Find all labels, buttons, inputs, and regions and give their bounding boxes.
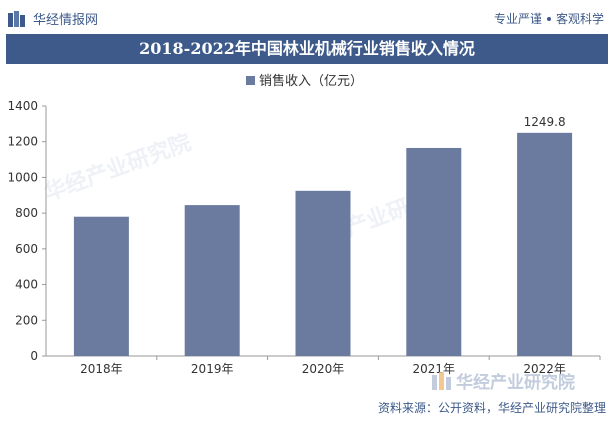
y-tick-label: 600: [15, 242, 38, 256]
source-note: 资料来源：公开资料，华经产业研究院整理: [377, 401, 606, 415]
y-tick-label: 200: [15, 313, 38, 327]
legend-label: 销售收入（亿元）: [259, 73, 363, 89]
watermark: 华经产业研究院: [432, 368, 575, 393]
slogan: 专业严谨 客观科学: [494, 10, 604, 27]
y-tick-label: 1200: [7, 135, 38, 149]
legend-swatch: [246, 76, 255, 85]
watermark-logo-icon: [432, 371, 451, 390]
x-tick-label: 2022年: [523, 362, 566, 376]
slogan-dot-icon: [546, 16, 551, 21]
x-tick-label: 2020年: [302, 362, 345, 376]
bar: [406, 147, 462, 356]
x-tick-label: 2018年: [80, 362, 123, 376]
brand-logo-icon: [8, 10, 25, 27]
bar: [73, 216, 129, 356]
slogan-left: 专业严谨: [493, 12, 542, 26]
page-header: 华经情报网 专业严谨 客观科学: [0, 0, 614, 34]
y-tick-label: 800: [15, 206, 38, 220]
x-tick-label: 2019年: [191, 362, 234, 376]
slogan-right: 客观科学: [555, 12, 604, 26]
x-tick-label: 2021年: [413, 362, 456, 376]
chart-title: 2018-2022年中国林业机械行业销售收入情况: [6, 34, 608, 64]
watermark-text: 华经产业研究院: [456, 373, 575, 393]
bar: [184, 205, 240, 356]
y-tick-label: 1400: [7, 99, 38, 113]
y-tick-label: 1000: [7, 170, 38, 184]
bar: [517, 132, 573, 356]
brand-name: 华经情报网: [33, 13, 99, 28]
y-tick-label: 400: [15, 278, 38, 292]
brand: 华经情报网: [8, 9, 98, 28]
data-label: 1249.8: [524, 115, 566, 129]
bar: [295, 190, 351, 356]
y-tick-label: 0: [30, 349, 38, 363]
bar-chart: 销售收入（亿元） 0 200 400 600 800 1000 1200 1400 2018年 20…: [7, 73, 601, 376]
